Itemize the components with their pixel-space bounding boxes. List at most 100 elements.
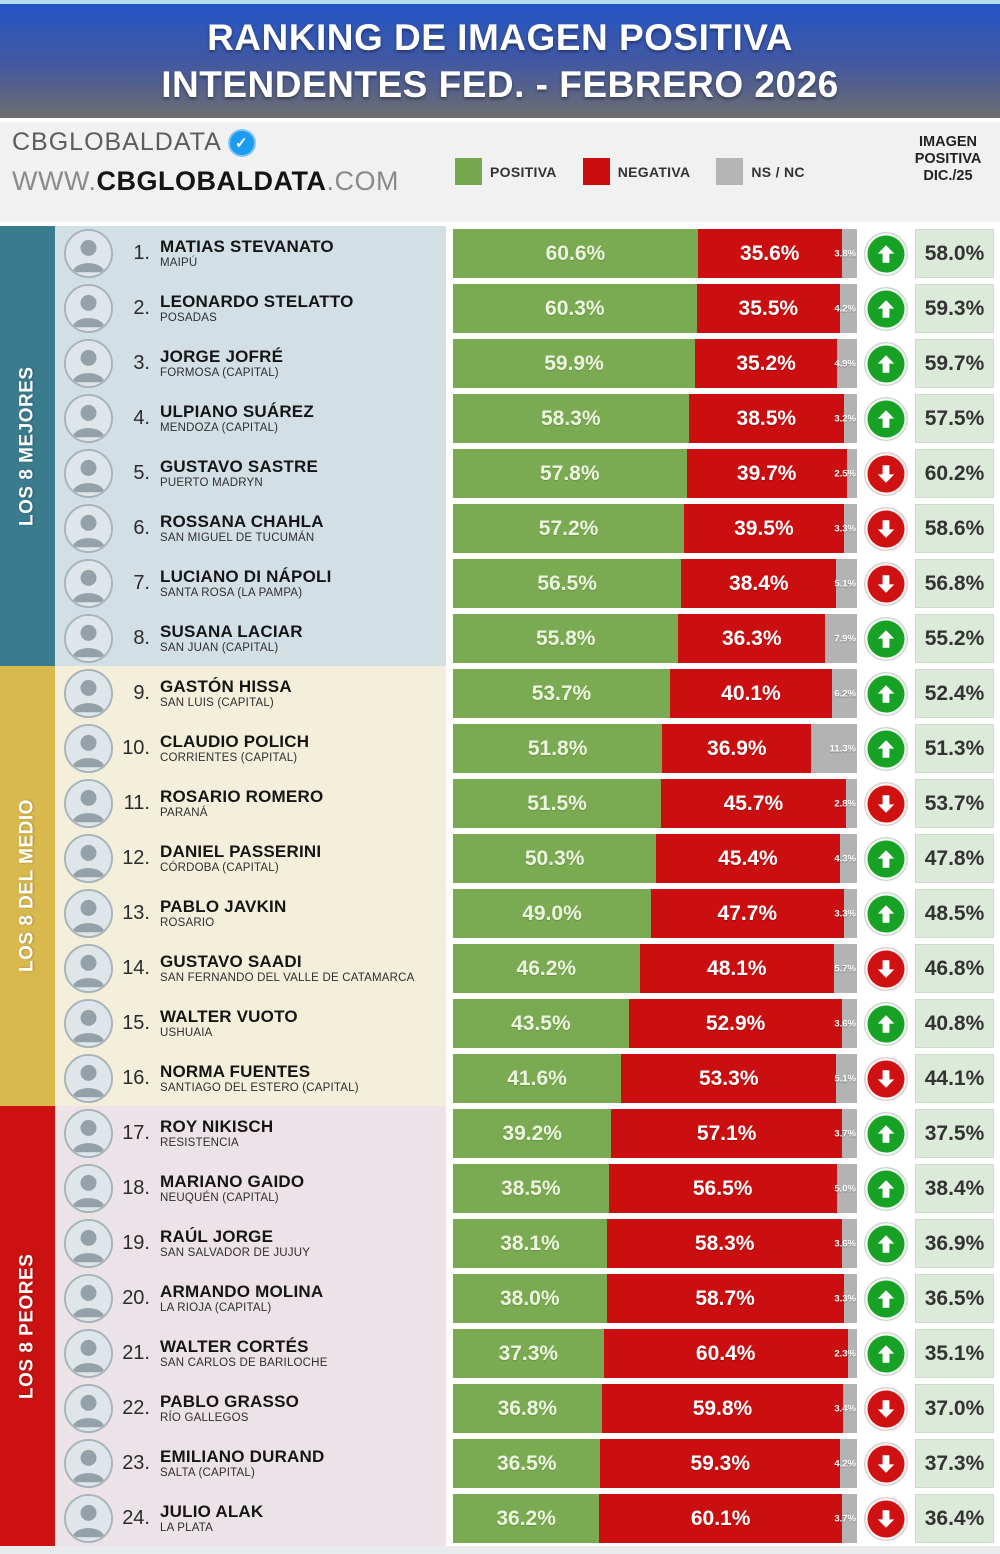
avatar	[64, 1494, 113, 1543]
person-city: SAN JUAN (CAPITAL)	[160, 642, 279, 654]
trend-cell	[857, 996, 915, 1051]
footer-strip	[0, 1546, 1000, 1554]
person-cell: 20. ARMANDO MOLINA LA RIOJA (CAPITAL)	[55, 1271, 446, 1326]
positiva-value: 60.3%	[545, 296, 605, 320]
person-city: SALTA (CAPITAL)	[160, 1467, 256, 1479]
nsnc-value: 2.3%	[834, 1348, 856, 1359]
trend-cell	[857, 1271, 915, 1326]
table-row: 19. RAÚL JORGE SAN SALVADOR DE JUJUY 38.…	[55, 1216, 1000, 1271]
person-city: USHUAIA	[160, 1027, 213, 1039]
prev-value-cell: 35.1%	[915, 1326, 1000, 1381]
column-gap	[446, 831, 453, 886]
avatar	[64, 229, 113, 278]
prev-value-cell: 46.8%	[915, 941, 1000, 996]
person-city: RÍO GALLEGOS	[160, 1412, 249, 1424]
nsnc-segment: 2.3%	[834, 1329, 857, 1378]
stacked-bar: 60.6% 35.6% 3.8%	[453, 229, 857, 278]
trend-down-icon	[865, 1387, 907, 1430]
trend-cell	[857, 611, 915, 666]
nsnc-value: 3.6%	[834, 1018, 856, 1029]
rank-number: 22.	[122, 1397, 150, 1419]
positiva-value: 41.6%	[507, 1066, 567, 1090]
column-gap	[446, 941, 453, 996]
negativa-segment: 52.9%	[628, 999, 843, 1048]
prev-header-line3: DIC./25	[923, 168, 973, 184]
brand-block: CBGLOBALDATA ✓ WWW.CBGLOBALDATA.COM	[12, 128, 399, 197]
prev-positive-value: 59.3%	[915, 284, 994, 333]
nsnc-value: 3.7%	[834, 1513, 856, 1524]
table-row: 6. ROSSANA CHAHLA SAN MIGUEL DE TUCUMÁN …	[55, 501, 1000, 556]
trend-up-icon	[865, 1332, 907, 1375]
person-cell: 16. NORMA FUENTES SANTIAGO DEL ESTERO (C…	[55, 1051, 446, 1106]
person-cell: 3. JORGE JOFRÉ FORMOSA (CAPITAL)	[55, 336, 446, 391]
prev-positive-value: 59.7%	[915, 339, 994, 388]
prev-positive-value: 57.5%	[915, 394, 994, 443]
rank-number: 19.	[122, 1232, 150, 1254]
positiva-segment: 38.0%	[453, 1274, 607, 1323]
positiva-value: 57.2%	[538, 516, 599, 540]
person-cell: 4. ULPIANO SUÁREZ MENDOZA (CAPITAL)	[55, 391, 446, 446]
prev-value-cell: 36.5%	[915, 1271, 1000, 1326]
column-gap	[446, 666, 453, 721]
nsnc-value: 3.3%	[834, 523, 856, 534]
prev-positive-value: 46.8%	[915, 944, 994, 993]
brand-url-prefix: WWW.	[12, 166, 97, 196]
avatar	[64, 1109, 113, 1158]
negativa-value: 45.4%	[718, 846, 778, 870]
person-name: GUSTAVO SASTRE	[160, 457, 319, 476]
trend-up-icon	[865, 232, 907, 275]
negativa-value: 45.7%	[723, 791, 784, 815]
stacked-bar: 58.3% 38.5% 3.2%	[453, 394, 857, 443]
table-row: 11. ROSARIO ROMERO PARANÁ 51.5% 45.7% 2.…	[55, 776, 1000, 831]
negativa-segment: 35.6%	[697, 229, 842, 278]
person-cell: 21. WALTER CORTÉS SAN CARLOS DE BARILOCH…	[55, 1326, 446, 1381]
positiva-segment: 41.6%	[453, 1054, 622, 1103]
verified-badge-icon: ✓	[229, 130, 254, 155]
negativa-value: 47.7%	[717, 901, 778, 925]
negativa-segment: 38.5%	[688, 394, 845, 443]
trend-cell	[857, 666, 915, 721]
person-cell: 10. CLAUDIO POLICH CORRIENTES (CAPITAL)	[55, 721, 446, 776]
group-rows: 1. MATIAS STEVANATO MAIPÚ 60.6% 35.6% 3.…	[55, 226, 1000, 666]
column-gap	[446, 1106, 453, 1161]
positiva-segment: 60.3%	[453, 284, 697, 333]
negativa-value: 39.7%	[736, 461, 797, 485]
trend-cell	[857, 281, 915, 336]
table-row: 3. JORGE JOFRÉ FORMOSA (CAPITAL) 59.9% 3…	[55, 336, 1000, 391]
prev-positive-value: 52.4%	[915, 669, 994, 718]
nsnc-value: 2.5%	[834, 468, 856, 479]
nsnc-segment: 3.7%	[834, 1109, 857, 1158]
column-gap	[446, 721, 453, 776]
nsnc-value: 3.4%	[834, 1403, 856, 1414]
stacked-bar: 39.2% 57.1% 3.7%	[453, 1109, 857, 1158]
trend-up-icon	[865, 837, 907, 880]
positiva-value: 39.2%	[502, 1121, 562, 1145]
nsnc-segment: 4.9%	[834, 339, 857, 388]
negativa-value: 39.5%	[734, 516, 794, 540]
positiva-segment: 58.3%	[453, 394, 689, 443]
prev-positive-value: 55.2%	[915, 614, 994, 663]
trend-cell	[857, 721, 915, 776]
negativa-value: 35.5%	[738, 296, 799, 320]
table-row: 9. GASTÓN HISSA SAN LUIS (CAPITAL) 53.7%…	[55, 666, 1000, 721]
ranking-group: LOS 8 DEL MEDIO 9. GASTÓN HISSA SAN LUIS…	[0, 666, 1000, 1106]
legend-swatch	[582, 158, 610, 185]
trend-cell	[857, 886, 915, 941]
legend-item-nsnc: NS / NC	[716, 158, 805, 185]
prev-positive-value: 37.0%	[915, 1384, 994, 1433]
trend-down-icon	[865, 507, 907, 550]
negativa-segment: 60.1%	[599, 1494, 843, 1543]
stacked-bar: 56.5% 38.4% 5.1%	[453, 559, 857, 608]
nsnc-segment: 3.8%	[834, 229, 857, 278]
column-gap	[446, 1216, 453, 1271]
trend-cell	[857, 1491, 915, 1546]
nsnc-segment: 3.3%	[834, 1274, 857, 1323]
prev-value-cell: 37.5%	[915, 1106, 1000, 1161]
prev-positive-value: 60.2%	[915, 449, 994, 498]
nsnc-segment: 4.2%	[834, 284, 857, 333]
rank-number: 18.	[122, 1177, 150, 1199]
person-name: PABLO JAVKIN	[160, 897, 287, 916]
person-name: DANIEL PASSERINI	[160, 842, 322, 861]
nsnc-segment: 5.1%	[834, 1054, 857, 1103]
nsnc-segment: 2.5%	[834, 449, 857, 498]
